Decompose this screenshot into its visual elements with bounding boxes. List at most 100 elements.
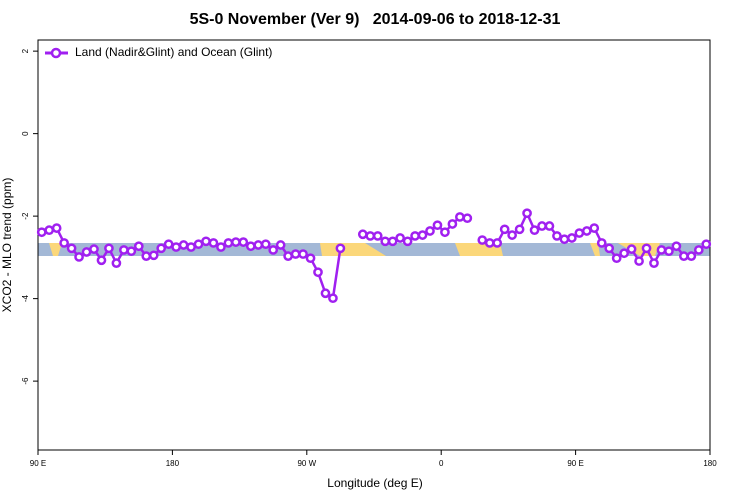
- data-point: [178, 240, 189, 250]
- y-tick-label: 0: [21, 131, 30, 136]
- data-point: [268, 245, 279, 255]
- data-point: [245, 241, 256, 252]
- data-point: [492, 238, 503, 248]
- data-point: [59, 238, 69, 248]
- data-point: [425, 226, 435, 236]
- data-point: [186, 242, 196, 252]
- data-point: [253, 240, 264, 250]
- data-point: [440, 227, 450, 238]
- data-point: [484, 238, 495, 248]
- data-point: [462, 213, 473, 224]
- chart-title: 5S-0 November (Ver 9) 2014-09-06 to 2018…: [190, 11, 561, 28]
- data-point: [66, 243, 77, 254]
- land-band: [590, 243, 600, 256]
- data-point: [111, 258, 122, 268]
- data-point: [552, 231, 562, 241]
- y-tick-label: 2: [21, 48, 30, 53]
- data-point: [417, 230, 428, 240]
- data-point: [328, 293, 338, 304]
- data-point: [634, 256, 644, 266]
- data-point: [544, 221, 555, 231]
- data-point: [656, 245, 667, 255]
- data-point: [238, 237, 249, 247]
- land-band: [49, 243, 62, 256]
- data-point: [589, 223, 600, 233]
- data-point: [119, 245, 129, 255]
- data-point: [126, 246, 137, 257]
- data-point: [208, 238, 219, 248]
- legend-marker: [50, 47, 62, 59]
- data-point: [693, 245, 704, 255]
- surface-band: [38, 243, 710, 256]
- data-point: [604, 243, 615, 254]
- data-point: [679, 251, 689, 261]
- data-point: [514, 224, 525, 235]
- data-point: [320, 288, 331, 299]
- y-axis-label: XCO2 - MLO trend (ppm): [0, 178, 14, 313]
- data-point: [201, 236, 211, 247]
- data-point: [395, 233, 405, 243]
- data-point: [611, 253, 622, 264]
- data-point: [365, 231, 376, 241]
- data-point: [231, 237, 241, 247]
- data-point: [156, 243, 167, 254]
- data-point: [104, 243, 114, 254]
- data-point: [163, 239, 174, 250]
- x-tick-label: 90 W: [297, 459, 316, 468]
- legend: Land (Nadir&Glint) and Ocean (Glint): [45, 45, 272, 59]
- x-axis-label: Longitude (deg E): [327, 476, 422, 490]
- y-tick-label: -2: [21, 212, 30, 220]
- data-point: [298, 249, 308, 259]
- data-point: [499, 224, 510, 235]
- data-point: [507, 230, 517, 240]
- data-point: [619, 248, 629, 259]
- x-tick-label: 90 E: [30, 459, 46, 468]
- x-tick-label: 180: [166, 459, 180, 468]
- data-point: [410, 231, 420, 241]
- data-point: [193, 239, 204, 250]
- x-tick-label: 0: [439, 459, 444, 468]
- data-point: [626, 244, 637, 254]
- data-point: [402, 236, 413, 247]
- data-point: [649, 258, 659, 268]
- data-point: [275, 240, 286, 250]
- x-tick-label: 90 E: [567, 459, 583, 468]
- data-point: [559, 234, 570, 245]
- x-tick-label: 180: [703, 459, 717, 468]
- data-point: [89, 244, 99, 254]
- data-point: [432, 220, 443, 231]
- data-point: [701, 239, 712, 250]
- data-point: [51, 223, 62, 233]
- data-point: [81, 247, 92, 257]
- data-point: [357, 229, 368, 240]
- data-point: [380, 236, 391, 247]
- data-point: [216, 242, 226, 252]
- data-point: [596, 238, 607, 248]
- data-point: [283, 251, 293, 261]
- data-point: [74, 252, 84, 262]
- data-point: [686, 251, 697, 261]
- data-point: [260, 239, 271, 250]
- data-point: [581, 226, 592, 236]
- data-point: [133, 241, 144, 252]
- data-point: [671, 241, 682, 252]
- data-point: [96, 255, 107, 266]
- data-point: [290, 249, 301, 259]
- data-point: [36, 227, 47, 238]
- data-point: [305, 253, 316, 264]
- data-point: [537, 221, 547, 231]
- data-point: [44, 225, 55, 236]
- data-point: [141, 251, 152, 261]
- data-point: [372, 231, 383, 241]
- data-point: [171, 242, 181, 252]
- data-point: [574, 228, 585, 238]
- data-point: [223, 238, 234, 248]
- data-point: [664, 246, 674, 257]
- data-point: [455, 212, 465, 222]
- data-point: [447, 219, 458, 229]
- data-point: [529, 225, 540, 236]
- legend-label: Land (Nadir&Glint) and Ocean (Glint): [75, 45, 272, 59]
- data-point: [148, 250, 159, 261]
- data-point: [641, 243, 652, 254]
